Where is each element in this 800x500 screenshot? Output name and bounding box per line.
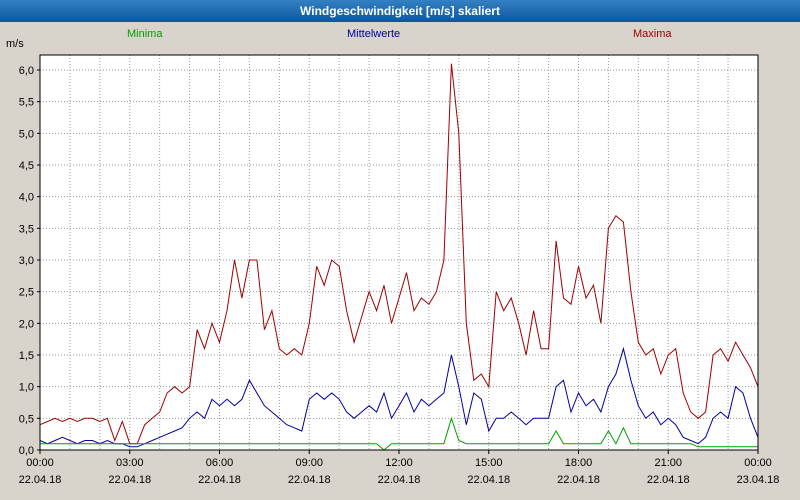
svg-text:4,0: 4,0 bbox=[19, 192, 34, 204]
svg-text:22.04.18: 22.04.18 bbox=[198, 474, 241, 486]
svg-text:18:00: 18:00 bbox=[565, 457, 593, 469]
svg-text:22.04.18: 22.04.18 bbox=[557, 474, 600, 486]
svg-text:09:00: 09:00 bbox=[295, 457, 323, 469]
legend-maxima: Maxima bbox=[633, 28, 672, 40]
legend-minima: Minima bbox=[127, 28, 163, 40]
svg-text:5,5: 5,5 bbox=[19, 97, 34, 109]
svg-text:3,0: 3,0 bbox=[19, 255, 34, 267]
svg-text:2,5: 2,5 bbox=[19, 287, 34, 299]
svg-text:5,0: 5,0 bbox=[19, 128, 34, 140]
svg-text:0,5: 0,5 bbox=[19, 413, 34, 425]
svg-text:15:00: 15:00 bbox=[475, 457, 503, 469]
svg-text:6,0: 6,0 bbox=[19, 65, 34, 77]
svg-text:23.04.18: 23.04.18 bbox=[737, 474, 780, 486]
svg-text:22.04.18: 22.04.18 bbox=[288, 474, 331, 486]
svg-text:22.04.18: 22.04.18 bbox=[378, 474, 421, 486]
svg-text:00:00: 00:00 bbox=[744, 457, 772, 469]
legend-mittelwerte: Mittelwerte bbox=[347, 28, 401, 40]
window-title: Windgeschwindigkeit [m/s] skaliert bbox=[0, 0, 800, 22]
svg-text:22.04.18: 22.04.18 bbox=[108, 474, 151, 486]
svg-text:3,5: 3,5 bbox=[19, 223, 34, 235]
svg-text:2,0: 2,0 bbox=[19, 318, 34, 330]
svg-text:1,5: 1,5 bbox=[19, 350, 34, 362]
svg-text:12:00: 12:00 bbox=[385, 457, 413, 469]
svg-text:1,0: 1,0 bbox=[19, 382, 34, 394]
svg-text:0,0: 0,0 bbox=[19, 445, 34, 457]
svg-text:22.04.18: 22.04.18 bbox=[647, 474, 690, 486]
svg-text:03:00: 03:00 bbox=[116, 457, 144, 469]
y-axis-unit-label: m/s bbox=[6, 38, 24, 50]
svg-text:22.04.18: 22.04.18 bbox=[467, 474, 510, 486]
svg-text:00:00: 00:00 bbox=[26, 457, 54, 469]
svg-text:4,5: 4,5 bbox=[19, 160, 34, 172]
svg-text:22.04.18: 22.04.18 bbox=[19, 474, 62, 486]
svg-text:21:00: 21:00 bbox=[654, 457, 682, 469]
svg-text:06:00: 06:00 bbox=[206, 457, 234, 469]
